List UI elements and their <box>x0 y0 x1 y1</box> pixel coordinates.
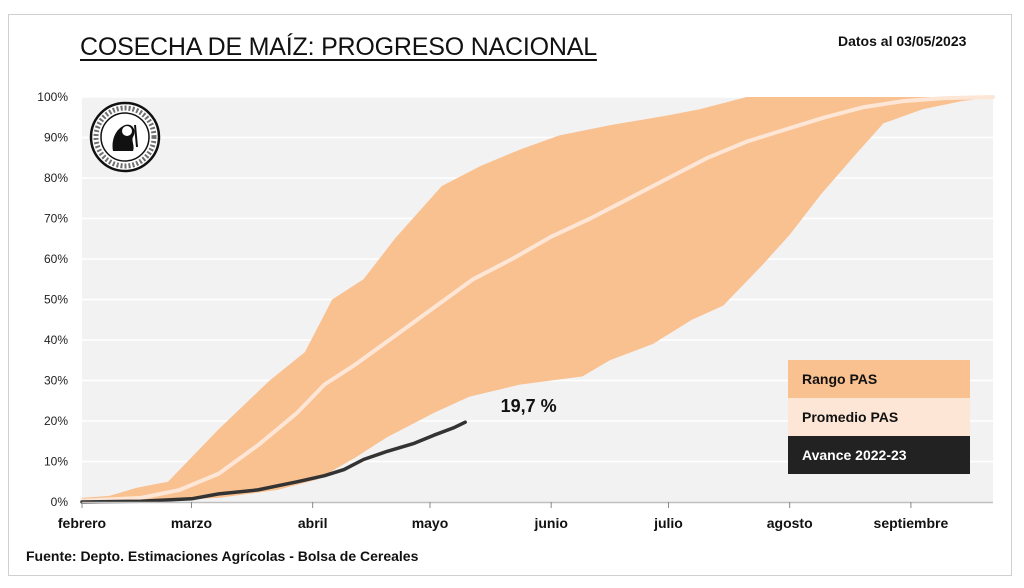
institution-seal-icon <box>89 101 161 173</box>
y-tick-label: 100% <box>37 90 68 104</box>
x-tick-label: marzo <box>171 515 212 531</box>
y-axis-ticks: 0% 10% 20% 30% 40% 50% 60% 70% 80% 90% 100% <box>37 90 68 509</box>
average-pas-line <box>80 95 995 503</box>
y-tick-label: 30% <box>44 374 68 388</box>
y-tick-label: 10% <box>44 455 68 469</box>
y-tick-label: 40% <box>44 333 68 347</box>
y-tick-label: 80% <box>44 171 68 185</box>
legend-item-current: Avance 2022-23 <box>788 436 970 474</box>
y-tick-label: 20% <box>44 414 68 428</box>
source-note: Fuente: Depto. Estimaciones Agrícolas - … <box>26 548 419 564</box>
current-value-annotation: 19,7 % <box>501 396 557 416</box>
data-date-note: Datos al 03/05/2023 <box>838 33 967 49</box>
x-tick-label: julio <box>653 515 683 531</box>
y-tick-label: 90% <box>44 131 68 145</box>
x-tick-label: febrero <box>58 515 106 531</box>
legend-label: Promedio PAS <box>802 409 899 425</box>
y-tick-label: 70% <box>44 212 68 226</box>
x-tick-label: agosto <box>767 515 813 531</box>
x-axis-ticks: febrero marzo abril mayo junio julio agosto sep… <box>58 502 949 531</box>
legend: Rango PAS Promedio PAS Avance 2022-23 <box>788 360 970 474</box>
y-tick-label: 60% <box>44 252 68 266</box>
y-tick-label: 50% <box>44 293 68 307</box>
x-tick-label: abril <box>298 515 328 531</box>
x-tick-label: septiembre <box>874 515 949 531</box>
y-tick-label: 0% <box>51 495 69 509</box>
x-tick-label: mayo <box>412 515 449 531</box>
legend-label: Rango PAS <box>802 371 878 387</box>
x-tick-label: junio <box>533 515 567 531</box>
legend-item-range: Rango PAS <box>788 360 970 398</box>
current-progress-line <box>80 420 467 504</box>
chart-title: COSECHA DE MAÍZ: PROGRESO NACIONAL <box>80 33 597 61</box>
legend-item-average: Promedio PAS <box>788 398 970 436</box>
legend-label: Avance 2022-23 <box>802 447 907 463</box>
